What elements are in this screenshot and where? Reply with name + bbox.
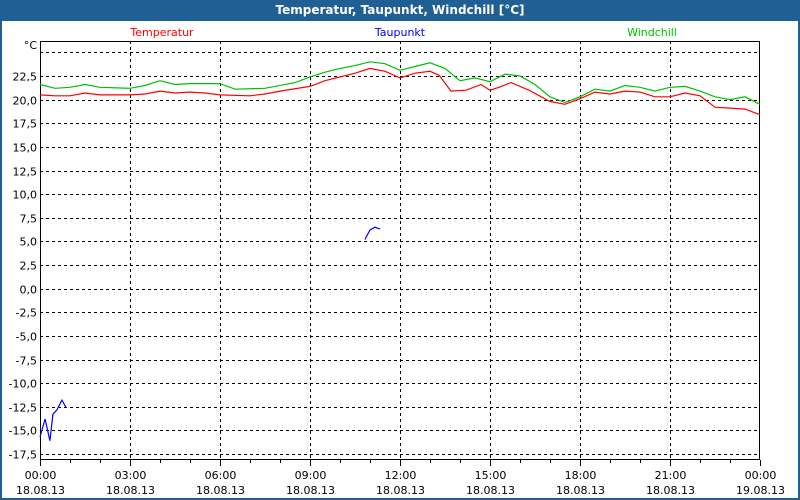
x-tick-date: 18.08.13 — [466, 484, 515, 497]
y-tick-label: -12,5 — [9, 402, 37, 415]
x-tick-date: 18.08.13 — [556, 484, 605, 497]
legend-windchill: Windchill — [627, 26, 677, 39]
y-tick-label: 20,0 — [13, 95, 38, 108]
y-tick-label: -5,0 — [16, 331, 37, 344]
y-tick-label: -17,5 — [9, 449, 37, 462]
x-tick-date: 18.08.13 — [646, 484, 695, 497]
legend-temperatur: Temperatur — [129, 26, 194, 39]
y-tick-label: -10,0 — [9, 378, 37, 391]
series-line-taupunkt — [39, 398, 67, 441]
x-tick-date: 18.08.13 — [16, 484, 65, 497]
x-tick-time: 12:00 — [385, 469, 417, 482]
x-tick-time: 21:00 — [655, 469, 687, 482]
y-tick-label: 5,0 — [20, 236, 38, 249]
series-line-temperatur — [39, 67, 761, 116]
y-tick-label: 7,5 — [20, 213, 38, 226]
x-tick-time: 00:00 — [745, 469, 777, 482]
y-axis-unit: °C — [24, 39, 38, 52]
series-line-taupunkt — [364, 226, 381, 240]
x-tick-date: 19.08.13 — [736, 484, 785, 497]
x-tick-time: 18:00 — [565, 469, 597, 482]
y-tick-label: 10,0 — [13, 189, 38, 202]
x-tick-time: 03:00 — [115, 469, 147, 482]
y-tick-label: 12,5 — [13, 166, 38, 179]
y-tick-label: 2,5 — [20, 260, 38, 273]
x-tick-time: 15:00 — [475, 469, 507, 482]
y-tick-label: 15,0 — [13, 142, 38, 155]
y-tick-label: 0,0 — [20, 284, 38, 297]
legend-taupunkt: Taupunkt — [374, 26, 426, 39]
x-tick-time: 00:00 — [25, 469, 57, 482]
x-tick-time: 06:00 — [205, 469, 237, 482]
x-tick-date: 18.08.13 — [196, 484, 245, 497]
x-tick-time: 09:00 — [295, 469, 327, 482]
x-tick-date: 18.08.13 — [286, 484, 335, 497]
y-tick-label: -15,0 — [9, 425, 37, 438]
y-tick-label: -7,5 — [16, 355, 37, 368]
series-line-windchill — [39, 61, 761, 105]
y-tick-label: 17,5 — [13, 118, 38, 131]
x-tick-date: 18.08.13 — [106, 484, 155, 497]
window-title: Temperatur, Taupunkt, Windchill [°C] — [275, 3, 525, 17]
plot-frame — [40, 41, 760, 460]
x-tick-date: 18.08.13 — [376, 484, 425, 497]
y-tick-label: -2,5 — [16, 307, 37, 320]
y-tick-label: 22,5 — [13, 71, 38, 84]
